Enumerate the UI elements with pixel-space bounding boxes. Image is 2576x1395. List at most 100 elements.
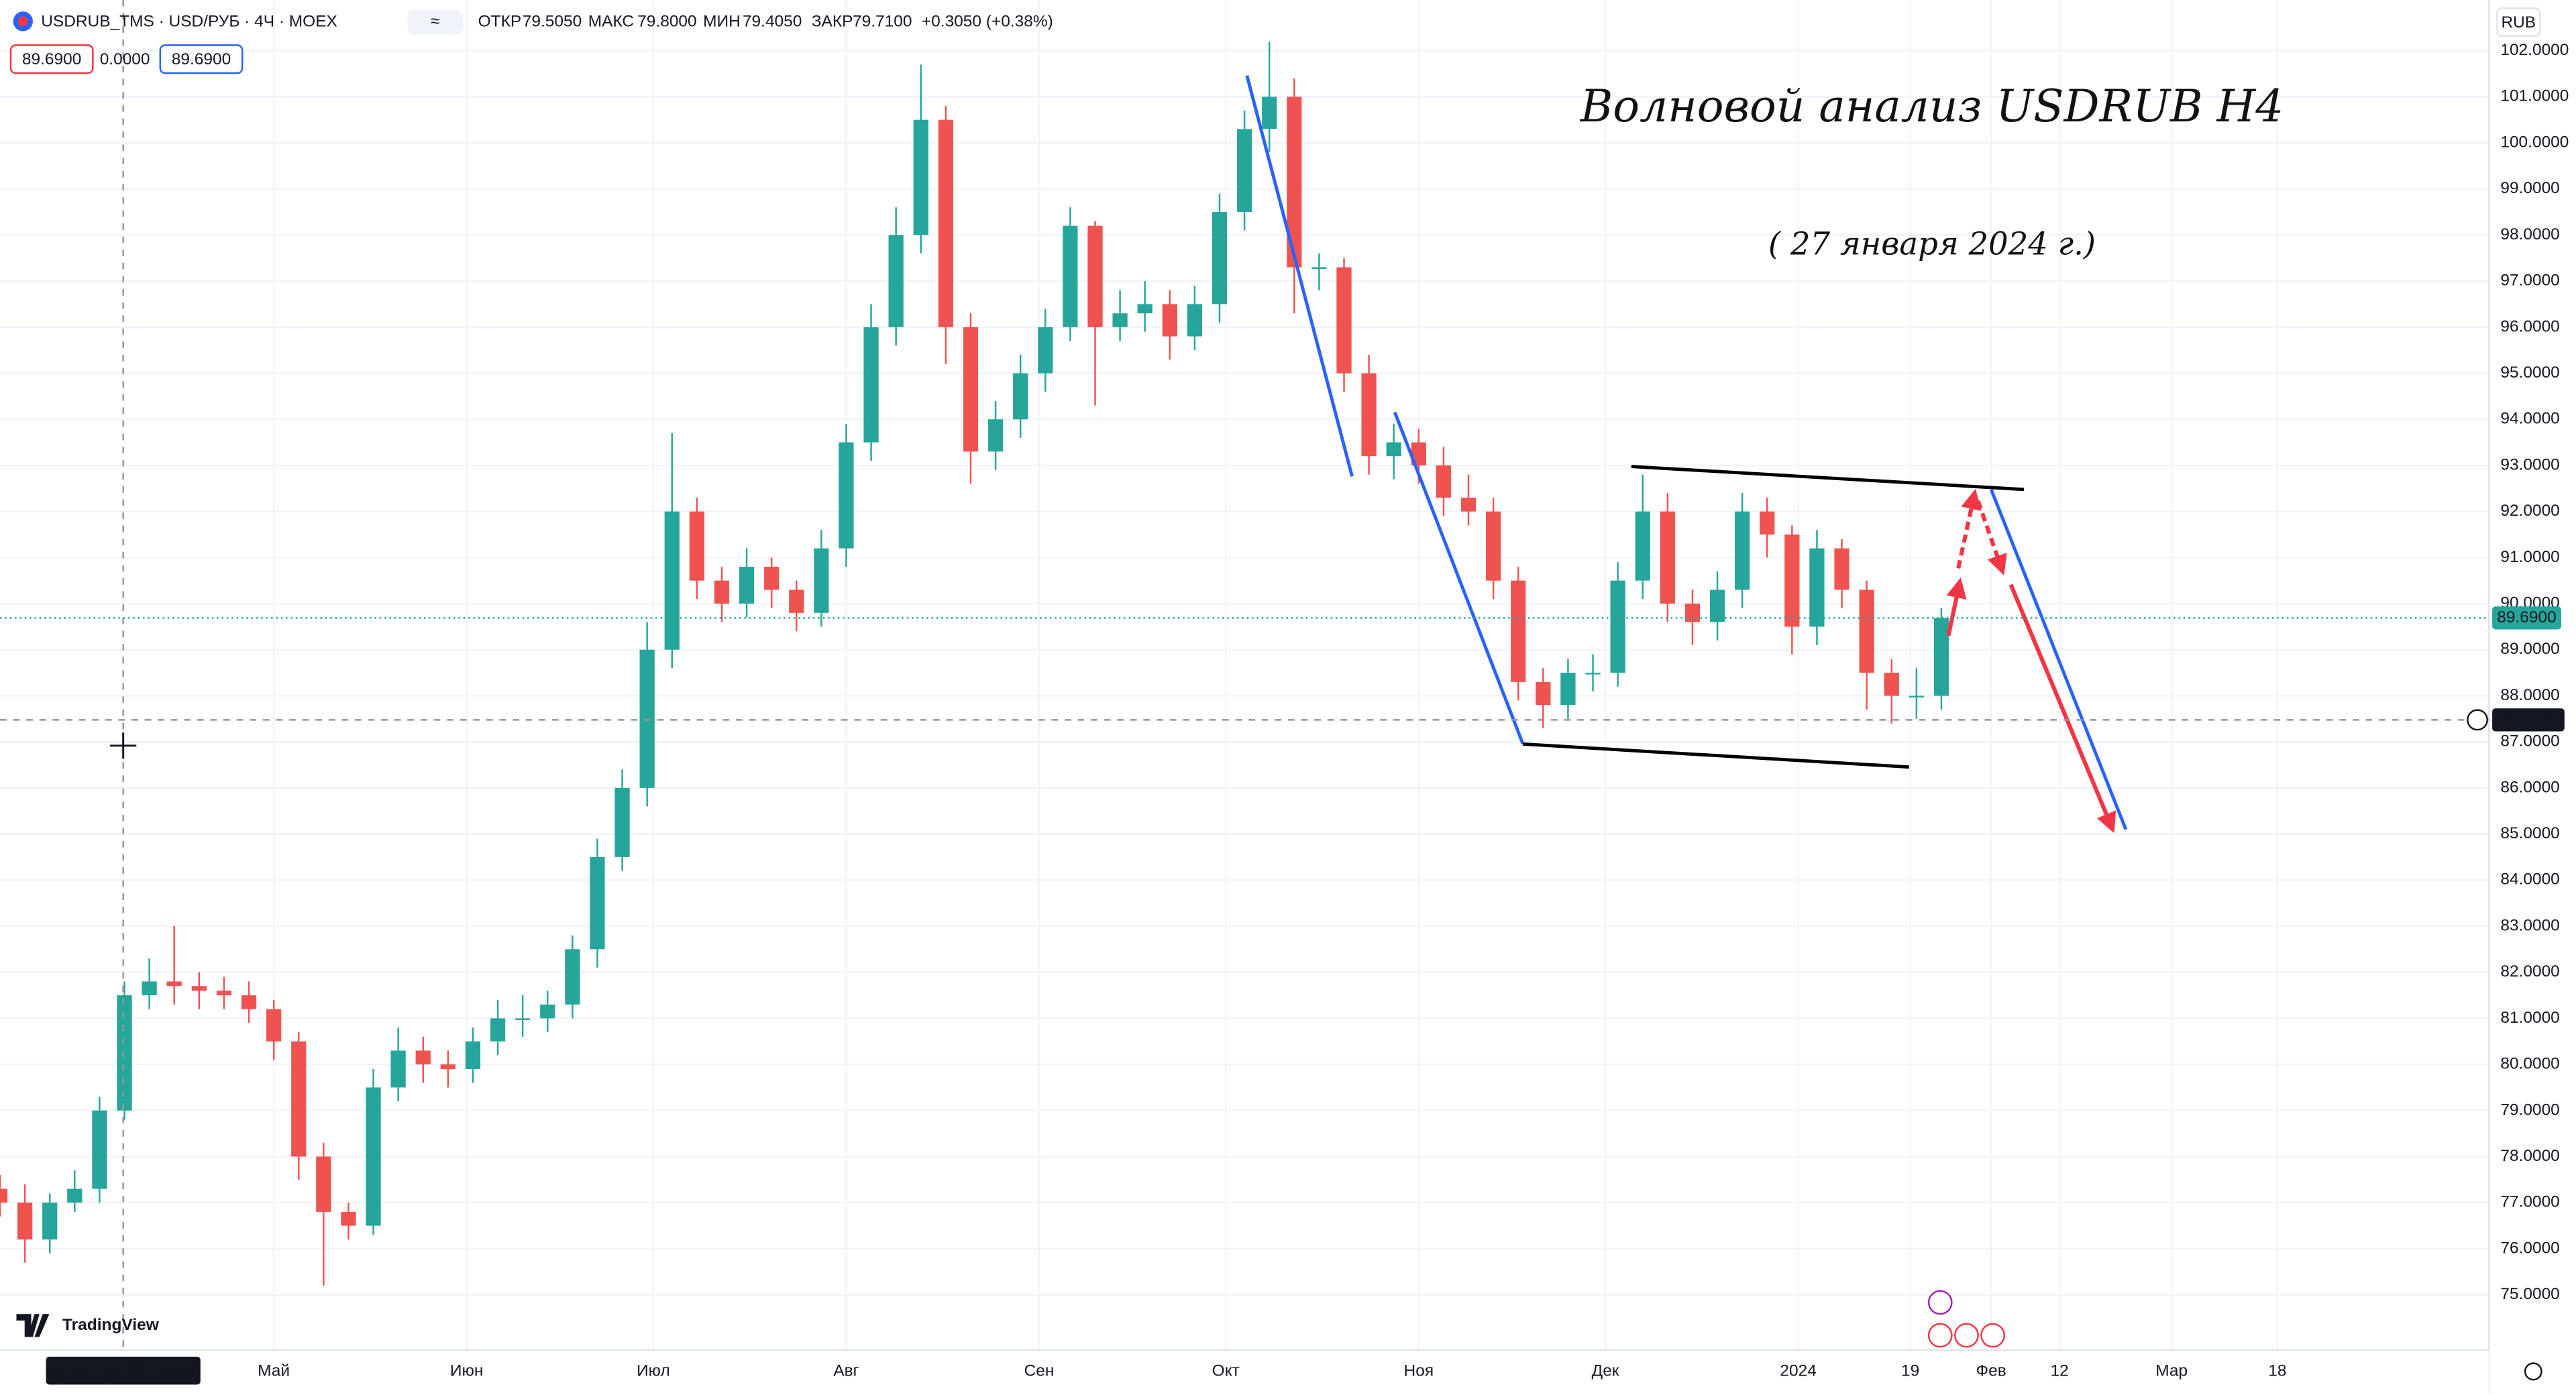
channel-line	[1631, 465, 2025, 492]
candle-body	[1436, 465, 1452, 498]
currency-button[interactable]	[2496, 7, 2541, 38]
chart-title: Волновой анализ USDRUB H4	[1580, 80, 2284, 132]
ohlc-label: ОТКР	[478, 13, 522, 31]
candle-body	[1236, 129, 1252, 213]
trend-line	[1393, 411, 1525, 745]
candle-body	[1287, 97, 1302, 268]
y-tick-label: 99.0000	[2500, 179, 2559, 197]
candle-body	[490, 1018, 506, 1042]
y-tick-label: 83.0000	[2500, 916, 2559, 934]
candle-body	[92, 1110, 107, 1189]
candle-body	[764, 567, 780, 590]
candle-body	[117, 995, 132, 1111]
y-tick-label: 88.0000	[2500, 686, 2559, 704]
ohlc-label: МАКС	[588, 13, 634, 31]
x-tick-label: Дек	[1592, 1361, 1619, 1380]
y-tick-label: 81.0000	[2500, 1009, 2559, 1027]
candle-body	[614, 787, 630, 857]
x-tick-label: 19	[1901, 1361, 1919, 1380]
y-tick-label: 102.0000	[2500, 41, 2569, 59]
candle-body	[1859, 590, 1874, 673]
candle-body	[465, 1041, 481, 1069]
event-icon[interactable]	[1954, 1323, 1979, 1348]
candle-body	[0, 1188, 8, 1203]
candle-body	[1013, 373, 1028, 420]
candles	[0, 41, 1949, 1286]
buy-box[interactable]	[159, 44, 244, 74]
y-tick-label: 97.0000	[2500, 272, 2559, 290]
candle-body	[17, 1203, 33, 1240]
candle-body	[590, 856, 605, 950]
candle-body	[1411, 442, 1426, 465]
candle-body	[1262, 97, 1277, 129]
y-tick-label: 87.0000	[2500, 732, 2559, 750]
x-tick-label: Сен	[1024, 1361, 1055, 1380]
y-tick-label: 95.0000	[2500, 364, 2559, 382]
ohlc-value: 79.4050	[743, 13, 802, 31]
event-icon[interactable]	[1927, 1290, 1953, 1315]
candle-body	[1511, 580, 1526, 682]
candle-body	[316, 1156, 331, 1212]
candle-body	[540, 1004, 555, 1019]
x-tick-label: Авг	[833, 1361, 859, 1380]
add-alert-button	[2467, 709, 2488, 731]
channel-line	[1523, 742, 1909, 769]
event-icon[interactable]	[1980, 1323, 2005, 1348]
y-tick-label: 75.0000	[2500, 1285, 2559, 1303]
candle-body	[938, 119, 954, 327]
y-tick-label: 82.0000	[2500, 962, 2559, 981]
x-tick-label: 2024	[1780, 1361, 1816, 1380]
y-tick-label: 76.0000	[2500, 1239, 2559, 1257]
sell-box[interactable]	[9, 44, 94, 74]
y-tick-label: 80.0000	[2500, 1055, 2559, 1073]
x-tick-label: Июл	[637, 1361, 670, 1380]
candle-body	[390, 1050, 406, 1088]
spread: 0.0000	[100, 50, 150, 68]
candle-body	[1311, 267, 1327, 269]
y-tick-label: 85.0000	[2500, 824, 2559, 842]
x-tick-label: 18	[2268, 1361, 2286, 1380]
price-axis	[2489, 0, 2576, 1395]
candle-body	[1635, 511, 1650, 581]
candle-body	[1660, 511, 1675, 604]
candle-body	[789, 590, 804, 613]
candle-body	[714, 580, 730, 604]
ohlc-change: +0.3050 (+0.38%)	[922, 13, 1053, 31]
candle-body	[1760, 511, 1775, 535]
candle-body	[664, 511, 680, 650]
candle-body	[1610, 580, 1625, 673]
x-tick-label: Ноя	[1404, 1361, 1434, 1380]
logo-icon	[16, 1314, 50, 1337]
settings-button[interactable]	[2524, 1362, 2542, 1381]
candle-body	[42, 1203, 58, 1240]
candle-body	[814, 548, 829, 613]
candle-body	[1709, 590, 1725, 622]
candle-body	[1485, 511, 1501, 581]
candle-body	[963, 327, 979, 452]
x-tick-label: Июн	[450, 1361, 483, 1380]
candle-body	[1884, 673, 1899, 696]
y-tick-label: 93.0000	[2500, 455, 2559, 473]
candle-body	[739, 567, 755, 604]
compare-button[interactable]	[407, 9, 464, 35]
candle-body	[1585, 673, 1601, 675]
candle-body	[415, 1050, 431, 1065]
x-tick-label: Май	[258, 1361, 290, 1380]
candle-body	[1038, 327, 1053, 374]
crosshair-price-box	[2492, 708, 2565, 732]
candle-body	[1187, 304, 1203, 337]
ohlc-label: ЗАКР	[812, 13, 853, 31]
crosshair-time: ср 05 Апр '23 15:00	[46, 1361, 201, 1380]
candle-body	[1087, 225, 1103, 327]
candle-body	[1361, 373, 1377, 457]
y-tick-label: 89.0000	[2500, 640, 2559, 658]
candle-body	[913, 119, 928, 235]
candle-body	[67, 1188, 83, 1203]
candle-body	[266, 1009, 282, 1042]
candle-body	[1933, 618, 1949, 696]
candle-body	[888, 235, 904, 327]
event-icon[interactable]	[1927, 1323, 1953, 1348]
currency: RUB	[2501, 13, 2536, 32]
trend-line	[1989, 488, 2128, 830]
